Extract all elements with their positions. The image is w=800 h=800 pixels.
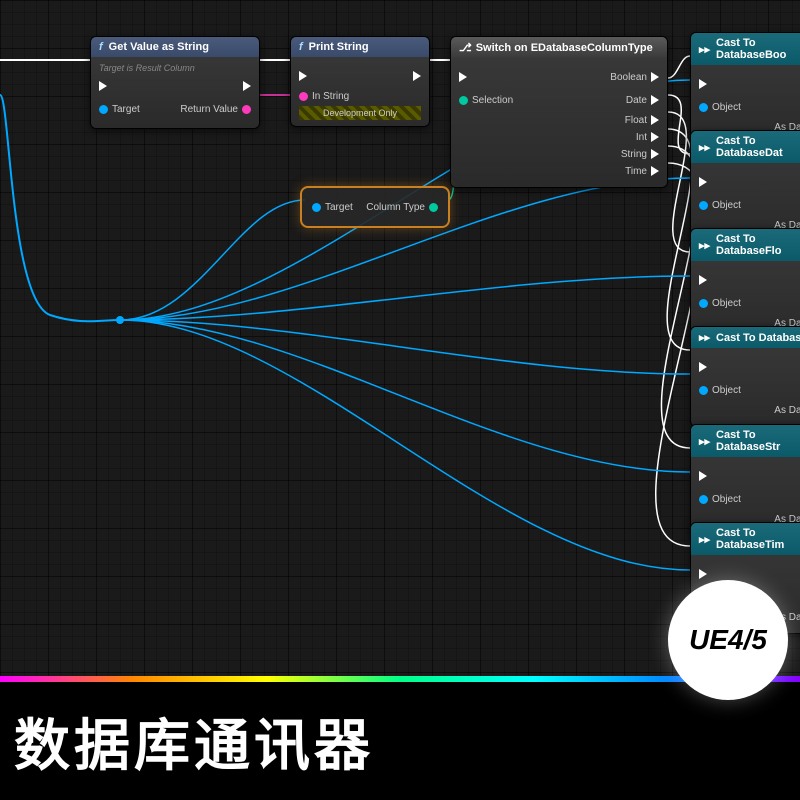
object-pin[interactable] <box>699 299 708 308</box>
pin-label: Target <box>325 202 353 213</box>
exec-in-pin[interactable] <box>299 71 307 81</box>
cast-icon: ▸▸ <box>699 43 710 56</box>
node-title: Print String <box>309 41 369 53</box>
pin-label: As Databa <box>774 405 800 416</box>
pin-label: Return Value <box>180 104 238 115</box>
pin-label: Object <box>712 200 741 211</box>
pin-label: Int <box>636 132 647 143</box>
node-header: ⎇ Switch on EDatabaseColumnType <box>451 37 667 58</box>
object-pin[interactable] <box>699 495 708 504</box>
function-icon: f <box>99 41 103 53</box>
node-get-column-type[interactable]: Target Column Type <box>300 186 450 228</box>
switch-icon: ⎇ <box>459 41 472 54</box>
pin-label: Target <box>112 104 140 115</box>
selection-pin[interactable] <box>459 96 468 105</box>
exec-out-pin[interactable] <box>651 95 659 105</box>
node-title: Get Value as String <box>109 41 209 53</box>
node-header: ▸▸ Cast To DatabaseFlo <box>691 229 800 261</box>
node-title: Cast To DatabaseInt <box>716 332 800 344</box>
object-pin[interactable] <box>699 201 708 210</box>
exec-out-pin[interactable] <box>243 81 251 91</box>
node-title: Cast To DatabaseFlo <box>716 233 800 257</box>
pin-label: Time <box>625 166 647 177</box>
node-header: ▸▸ Cast To DatabaseDat <box>691 131 800 163</box>
instring-pin[interactable] <box>299 92 308 101</box>
cast-icon: ▸▸ <box>699 239 710 252</box>
exec-out-pin[interactable] <box>651 149 659 159</box>
exec-in-pin[interactable] <box>699 471 707 481</box>
pin-label: Object <box>712 494 741 505</box>
pin-label: In String <box>312 91 349 102</box>
node-header: ▸▸ Cast To DatabaseTim <box>691 523 800 555</box>
page-title: 数据库通讯器 <box>14 701 374 782</box>
node-switch-on-columntype[interactable]: ⎇ Switch on EDatabaseColumnType Boolean … <box>450 36 668 188</box>
node-title: Cast To DatabaseDat <box>716 135 800 159</box>
node-title: Cast To DatabaseTim <box>716 527 800 551</box>
pin-label: Float <box>625 115 647 126</box>
node-header: f Get Value as String <box>91 37 259 57</box>
cast-icon: ▸▸ <box>699 331 710 344</box>
node-cast-4[interactable]: ▸▸Cast To DatabaseStr Object As Databa <box>690 424 800 536</box>
badge-text: UE4/5 <box>689 624 767 656</box>
object-pin[interactable] <box>699 386 708 395</box>
exec-in-pin[interactable] <box>459 72 467 82</box>
function-icon: f <box>299 41 303 53</box>
node-header: ▸▸ Cast To DatabaseInt <box>691 327 800 348</box>
node-cast-1[interactable]: ▸▸Cast To DatabaseDat Object As Databa <box>690 130 800 242</box>
dev-only-banner: Development Only <box>299 106 421 120</box>
exec-out-pin[interactable] <box>651 132 659 142</box>
node-cast-2[interactable]: ▸▸Cast To DatabaseFlo Object As Databa <box>690 228 800 340</box>
pin-label: Boolean <box>610 72 647 83</box>
blueprint-canvas[interactable]: f Get Value as String Target is Result C… <box>0 0 800 680</box>
node-header: f Print String <box>291 37 429 57</box>
footer: 数据库通讯器 <box>0 682 800 800</box>
node-cast-0[interactable]: ▸▸Cast To DatabaseBoo Object As Databa <box>690 32 800 144</box>
node-subtitle: Target is Result Column <box>99 63 251 73</box>
return-pin[interactable] <box>242 105 251 114</box>
target-pin[interactable] <box>312 203 321 212</box>
exec-in-pin[interactable] <box>699 177 707 187</box>
pin-label: String <box>621 149 647 160</box>
node-cast-3[interactable]: ▸▸ Cast To DatabaseInt Object As Databa <box>690 326 800 427</box>
exec-in-pin[interactable] <box>699 569 707 579</box>
pin-label: Column Type <box>366 202 425 213</box>
exec-out-pin[interactable] <box>651 166 659 176</box>
cast-icon: ▸▸ <box>699 533 710 546</box>
ue-badge: UE4/5 <box>668 580 788 700</box>
pin-label: Object <box>712 298 741 309</box>
pin-label: Object <box>712 102 741 113</box>
exec-in-pin[interactable] <box>99 81 107 91</box>
pin-label: Selection <box>472 95 513 106</box>
node-get-value-as-string[interactable]: f Get Value as String Target is Result C… <box>90 36 260 129</box>
node-print-string[interactable]: f Print String In String Development Onl… <box>290 36 430 127</box>
exec-out-pin[interactable] <box>651 72 659 82</box>
node-title: Switch on EDatabaseColumnType <box>476 42 653 54</box>
exec-in-pin[interactable] <box>699 79 707 89</box>
pin-label: Date <box>626 95 647 106</box>
exec-out-pin[interactable] <box>413 71 421 81</box>
exec-out-pin[interactable] <box>651 115 659 125</box>
pin-label: Object <box>712 385 741 396</box>
object-pin[interactable] <box>699 103 708 112</box>
node-title: Cast To DatabaseStr <box>716 429 800 453</box>
target-pin[interactable] <box>99 105 108 114</box>
cast-icon: ▸▸ <box>699 141 710 154</box>
node-title: Cast To DatabaseBoo <box>716 37 800 61</box>
node-header: ▸▸ Cast To DatabaseBoo <box>691 33 800 65</box>
cast-icon: ▸▸ <box>699 435 710 448</box>
exec-in-pin[interactable] <box>699 275 707 285</box>
exec-in-pin[interactable] <box>699 362 707 372</box>
coltype-pin[interactable] <box>429 203 438 212</box>
node-header: ▸▸ Cast To DatabaseStr <box>691 425 800 457</box>
